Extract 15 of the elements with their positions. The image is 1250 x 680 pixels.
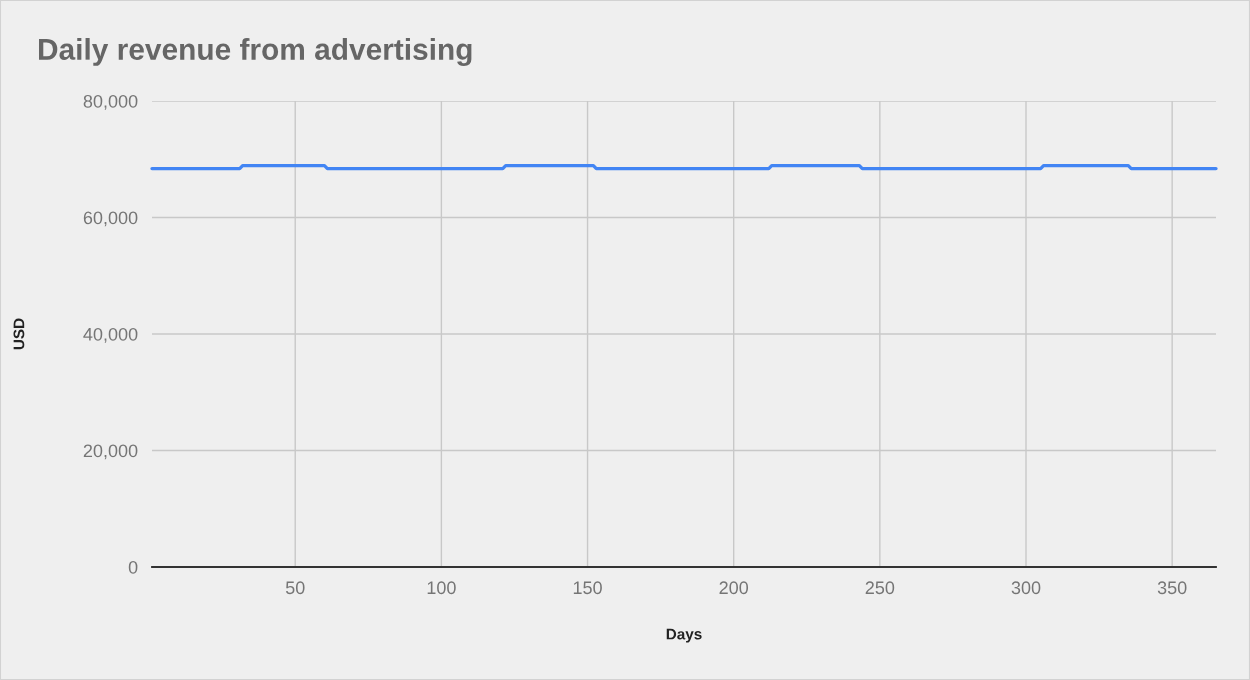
x-tick-label: 50 xyxy=(285,581,305,595)
x-axis-title: Days xyxy=(666,628,702,643)
x-tick-label: 100 xyxy=(427,581,456,595)
x-tick-label: 300 xyxy=(1011,581,1041,595)
x-tick-label: 250 xyxy=(865,581,895,595)
chart-title: Daily revenue from advertising xyxy=(39,38,472,66)
x-tick-label: 200 xyxy=(719,581,749,595)
y-axis-title: USD xyxy=(13,318,25,350)
y-tick-label: 0 xyxy=(128,560,138,574)
y-tick-label: 60,000 xyxy=(83,211,138,227)
y-tick-label: 40,000 xyxy=(83,327,138,343)
y-tick-label: 80,000 xyxy=(83,94,138,110)
y-tick-label: 20,000 xyxy=(83,444,138,460)
x-tick-label: 150 xyxy=(573,581,602,595)
x-tick-label: 350 xyxy=(1157,581,1187,595)
